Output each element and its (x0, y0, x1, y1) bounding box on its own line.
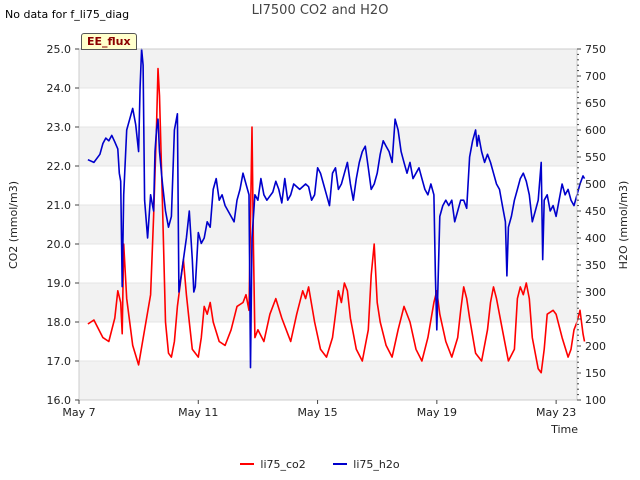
legend-swatch-co2 (240, 463, 255, 465)
x-tick-label: May 11 (178, 406, 218, 419)
x-tick-label: May 23 (536, 406, 576, 419)
y-tick-label-right: 750 (585, 43, 606, 56)
y-tick-label-right: 550 (585, 151, 606, 164)
y-tick-label-right: 250 (585, 313, 606, 326)
plot-frame (78, 48, 578, 401)
ee-flux-badge: EE_flux (81, 33, 137, 50)
y-tick-label-left: 21.0 (47, 199, 72, 212)
y-tick-label-left: 17.0 (47, 355, 72, 368)
y-tick-label-right: 350 (585, 259, 606, 272)
y-tick-label-left: 16.0 (47, 394, 72, 407)
y-tick-label-right: 200 (585, 340, 606, 353)
series-layer (87, 48, 586, 374)
y-tick-label-left: 22.0 (47, 160, 72, 173)
plot-band (79, 283, 577, 322)
y-tick-label-right: 450 (585, 205, 606, 218)
chart-title: LI7500 CO2 and H2O (251, 3, 389, 18)
y-tick-label-right: 500 (585, 178, 606, 191)
axis-ticks: 16.0 17.0 18.0 19.0 20.0 21.0 22.0 23.0 24.0 25.0… (47, 43, 607, 419)
x-tick-label: May 15 (297, 406, 337, 419)
y-tick-label-right: 700 (585, 70, 606, 83)
y-tick-label-right: 100 (585, 394, 606, 407)
y-tick-label-right: 650 (585, 97, 606, 110)
y-tick-label-left: 18.0 (47, 316, 72, 329)
legend-item-h2o[interactable]: li75_h2o (333, 457, 400, 471)
x-tick-label: May 7 (62, 406, 95, 419)
y-tick-label-right: 600 (585, 124, 606, 137)
y-tick-label-left: 25.0 (47, 43, 72, 56)
plot-band (79, 361, 577, 400)
legend-label-h2o: li75_h2o (353, 457, 400, 471)
y-tick-label-left: 23.0 (47, 121, 72, 134)
legend-label-co2: li75_co2 (260, 457, 306, 471)
plot-band (79, 127, 577, 166)
y-tick-label-left: 24.0 (47, 82, 72, 95)
legend: li75_co2 li75_h2o (0, 455, 640, 471)
x-axis-label: Time (550, 423, 578, 436)
series-line-li75_h2o (87, 48, 586, 369)
no-data-status: No data for f_li75_diag (5, 8, 130, 21)
series-line-li75_co2 (87, 67, 586, 374)
plot-band (79, 49, 577, 88)
y-tick-label-left: 20.0 (47, 238, 72, 251)
legend-item-co2[interactable]: li75_co2 (240, 457, 306, 471)
y-tick-label-right: 300 (585, 286, 606, 299)
y-tick-label-right: 150 (585, 367, 606, 380)
y-axis-label-right: H2O (mmol/m3) (617, 181, 630, 270)
y-tick-label-right: 400 (585, 232, 606, 245)
legend-swatch-h2o (333, 463, 348, 465)
y-axis-label-left: CO2 (mmol/m3) (7, 181, 20, 269)
x-tick-label: May 19 (417, 406, 457, 419)
y-tick-label-left: 19.0 (47, 277, 72, 290)
